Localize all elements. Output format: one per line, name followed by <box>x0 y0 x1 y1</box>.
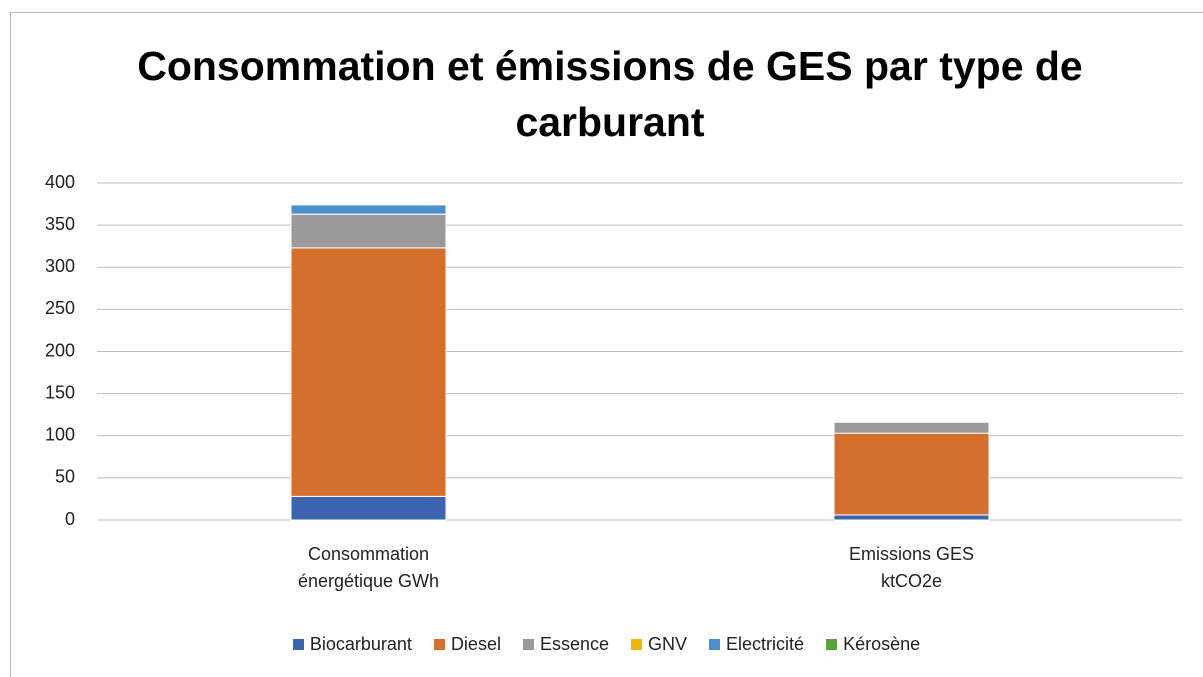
x-tick-label: Emissions GES ktCO2e <box>848 544 975 591</box>
y-tick-label: 250 <box>45 298 75 318</box>
y-tick-label: 400 <box>45 172 75 192</box>
legend-item: GNV <box>631 634 687 655</box>
bar-segment <box>290 204 447 215</box>
y-tick-label: 300 <box>45 256 75 276</box>
bar-segment <box>833 421 990 434</box>
legend-item: Diesel <box>433 634 501 655</box>
legend-item: Electricité <box>709 634 804 655</box>
y-tick-label: 200 <box>45 340 75 360</box>
legend-label: Diesel <box>450 634 501 654</box>
legend-item: Kérosène <box>826 634 920 655</box>
legend-swatch <box>709 639 721 650</box>
bar-segment <box>290 495 447 521</box>
y-tick-label: 150 <box>45 382 75 402</box>
legend-label: Kérosène <box>843 634 921 654</box>
bar-segment <box>290 213 447 249</box>
chart-border <box>10 12 1203 677</box>
chart-title: Consommation et émissions de GES par typ… <box>137 43 1083 145</box>
legend-label: Biocarburant <box>309 634 412 654</box>
legend-item: Biocarburant <box>292 634 412 655</box>
y-tick-label: 50 <box>55 467 75 487</box>
legend-label: GNV <box>648 634 688 654</box>
legend-label: Electricité <box>726 634 805 654</box>
legend: Biocarburant Diesel Essence GNV Electricité K… <box>10 634 1203 655</box>
legend-swatch <box>522 639 534 650</box>
bar-segment <box>833 432 990 516</box>
bar-segment <box>833 514 990 521</box>
bar-segment <box>290 247 447 497</box>
legend-swatch <box>631 639 643 650</box>
y-tick-label: 350 <box>45 214 75 234</box>
y-tick-label: 0 <box>65 509 75 529</box>
y-tick-label: 100 <box>45 425 75 445</box>
x-tick-label: Consommation énergétique GWh <box>297 544 440 591</box>
legend-label: Essence <box>539 634 610 654</box>
legend-item: Essence <box>522 634 610 655</box>
legend-swatch <box>292 639 304 650</box>
legend-swatch <box>433 639 445 650</box>
legend-swatch <box>826 639 838 650</box>
